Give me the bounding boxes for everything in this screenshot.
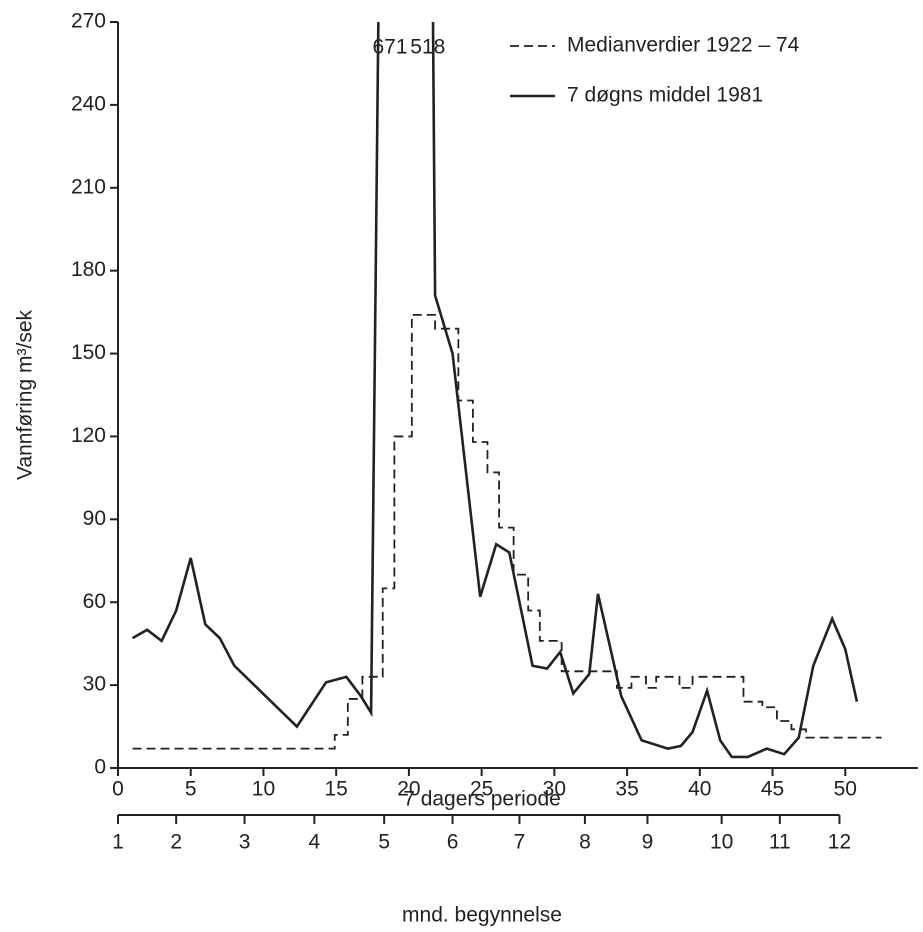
x2-tick-label: 2 xyxy=(170,831,182,854)
y-tick-label: 180 xyxy=(71,258,106,281)
y-tick-label: 0 xyxy=(94,756,106,779)
x-tick-label: 50 xyxy=(834,778,857,801)
x2-tick-label: 8 xyxy=(579,831,591,854)
x-tick-label: 5 xyxy=(185,778,197,801)
x-axis-label: 7 dagers periode xyxy=(403,788,561,811)
x2-tick-label: 7 xyxy=(514,831,526,854)
series-line xyxy=(132,313,882,750)
y-tick-label: 30 xyxy=(83,673,106,696)
x2-tick-label: 12 xyxy=(828,831,851,854)
y-tick-label: 150 xyxy=(71,341,106,364)
legend-label: 7 døgns middel 1981 xyxy=(567,84,763,107)
x-tick-label: 20 xyxy=(397,778,420,801)
x2-tick-label: 3 xyxy=(239,831,251,854)
legend-label: Medianverdier 1922 – 74 xyxy=(567,34,800,57)
y-axis-label: Vannføring m³/sek xyxy=(14,310,37,480)
y-tick-label: 210 xyxy=(71,175,106,198)
x-tick-label: 35 xyxy=(615,778,638,801)
x-tick-label: 40 xyxy=(688,778,711,801)
x-tick-label: 15 xyxy=(325,778,348,801)
x-tick-label: 0 xyxy=(112,778,124,801)
x2-tick-label: 5 xyxy=(378,831,390,854)
plot-area xyxy=(131,22,882,759)
y-tick-label: 240 xyxy=(71,92,106,115)
x-tick-label: 25 xyxy=(470,778,493,801)
x2-tick-label: 10 xyxy=(710,831,733,854)
x2-tick-label: 6 xyxy=(447,831,459,854)
y-tick-label: 90 xyxy=(83,507,106,530)
data-label: 518 xyxy=(410,36,445,59)
x-tick-label: 45 xyxy=(761,778,784,801)
x2-tick-label: 1 xyxy=(112,831,124,854)
y-tick-label: 120 xyxy=(71,424,106,447)
x2-tick-label: 4 xyxy=(309,831,321,854)
x-tick-label: 10 xyxy=(252,778,275,801)
y-tick-label: 270 xyxy=(71,10,106,33)
x-tick-label: 30 xyxy=(543,778,566,801)
x2-tick-label: 11 xyxy=(769,831,791,854)
x2-tick-label: 9 xyxy=(642,831,654,854)
data-label: 671 xyxy=(372,36,407,59)
y-tick-label: 60 xyxy=(83,590,106,613)
series-line xyxy=(131,22,859,759)
x2-axis-label: mnd. begynnelse xyxy=(402,904,562,927)
